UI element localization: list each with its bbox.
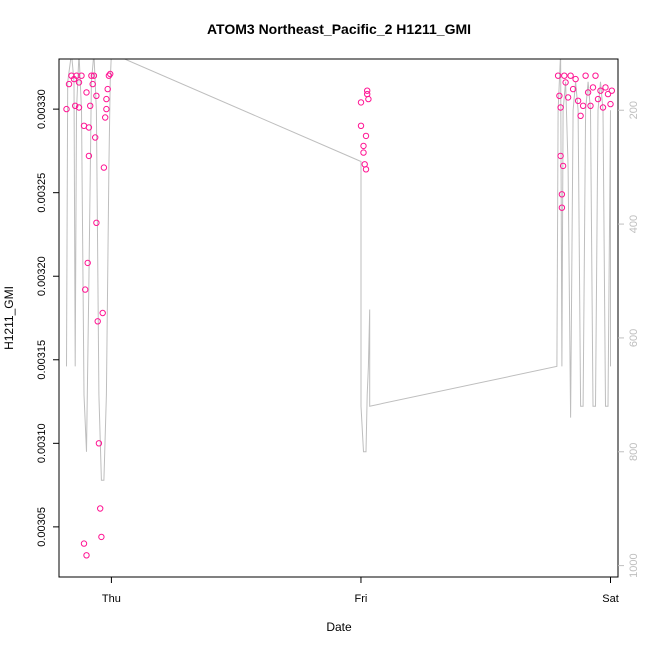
- data-point: [80, 540, 88, 547]
- chart-title: ATOM3 Northeast_Pacific_2 H1211_GMI: [207, 21, 471, 37]
- data-point: [589, 84, 597, 91]
- plot-frame: [58, 58, 619, 578]
- data-point: [104, 85, 111, 93]
- data-point: [105, 72, 113, 79]
- y2-tick-label: 400: [628, 215, 640, 233]
- data-point: [85, 152, 93, 160]
- data-point: [360, 149, 367, 156]
- data-point: [561, 72, 568, 79]
- data-point: [90, 72, 98, 79]
- x-tick-label: Thu: [102, 593, 121, 605]
- data-point: [556, 92, 563, 100]
- data-point: [83, 89, 90, 96]
- data-point: [594, 95, 602, 103]
- data-point: [364, 87, 371, 94]
- data-point: [592, 72, 599, 79]
- data-point: [569, 85, 577, 93]
- y-tick-label: 0.00325: [36, 173, 48, 213]
- data-point: [562, 79, 569, 86]
- y2-tick-label: 600: [628, 329, 640, 347]
- data-point: [579, 102, 587, 110]
- data-point: [577, 112, 584, 120]
- data-point: [95, 440, 103, 447]
- data-point: [558, 204, 566, 211]
- data-point: [582, 72, 589, 79]
- data-point: [100, 164, 108, 171]
- data-point: [72, 102, 79, 110]
- data-point: [83, 552, 90, 559]
- data-point: [360, 142, 367, 150]
- data-point: [63, 105, 70, 113]
- data-point: [362, 132, 370, 140]
- data-point: [93, 92, 100, 100]
- data-point: [87, 102, 94, 110]
- data-point: [557, 104, 564, 111]
- data-point: [93, 219, 100, 227]
- x-tick-label: Sat: [602, 593, 619, 605]
- data-point: [602, 84, 609, 91]
- altitude-line: [66, 59, 611, 481]
- data-point: [88, 72, 95, 79]
- data-point: [557, 152, 564, 160]
- data-point: [357, 99, 365, 106]
- data-point: [607, 100, 614, 108]
- data-point: [597, 87, 604, 94]
- data-point: [103, 105, 110, 113]
- data-point: [584, 89, 592, 96]
- y2-tick-label: 1000: [628, 553, 640, 577]
- data-point: [572, 75, 579, 83]
- data-point: [107, 70, 114, 78]
- data-point: [587, 102, 594, 110]
- data-point: [599, 104, 607, 111]
- y-axis-label: H1211_GMI: [2, 286, 16, 350]
- data-point: [97, 505, 104, 512]
- data-point: [357, 122, 365, 130]
- data-point: [85, 124, 93, 131]
- data-point: [92, 134, 99, 141]
- data-point: [362, 166, 370, 173]
- data-point: [75, 104, 83, 111]
- data-point: [78, 72, 85, 79]
- data-point: [103, 95, 110, 103]
- data-point: [559, 162, 567, 170]
- data-point: [574, 97, 582, 105]
- y-tick-label: 0.00330: [36, 89, 48, 129]
- data-point: [99, 309, 106, 317]
- data-point: [94, 318, 101, 325]
- data-point: [567, 72, 574, 79]
- y-tick-label: 0.00315: [36, 340, 48, 380]
- y-tick-label: 0.00320: [36, 256, 48, 296]
- data-point: [564, 94, 572, 101]
- data-point: [82, 286, 89, 293]
- data-point: [98, 533, 105, 541]
- data-point: [65, 80, 73, 88]
- data-point: [554, 72, 562, 79]
- data-point: [608, 87, 615, 94]
- data-point: [604, 90, 612, 98]
- data-point: [365, 95, 372, 103]
- data-point: [102, 114, 109, 121]
- data-point: [558, 191, 566, 198]
- y2-tick-label: 200: [628, 101, 640, 119]
- y-tick-label: 0.00310: [36, 423, 48, 463]
- data-point: [89, 80, 96, 88]
- x-axis-label: Date: [326, 620, 352, 634]
- x-tick-label: Fri: [355, 593, 368, 605]
- data-point: [75, 79, 83, 86]
- y2-tick-label: 800: [628, 443, 640, 461]
- data-point: [84, 259, 91, 267]
- y-tick-label: 0.00305: [36, 507, 48, 547]
